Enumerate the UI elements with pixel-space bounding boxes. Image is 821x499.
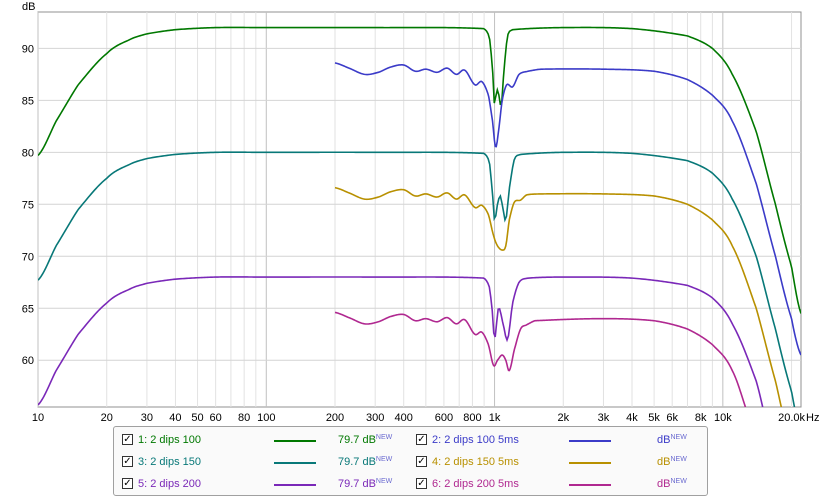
frequency-response-chart: 60 65 70 75 80 85 90 10 20 30 40 50 60 80 100 200 300 400… bbox=[22, 1, 820, 424]
series-curves bbox=[38, 26, 801, 407]
series-2-value: dBNEW bbox=[657, 434, 687, 446]
series-4-line bbox=[334, 186, 783, 407]
legend-panel: ✓ 1: 2 dips 100 79.7 dBNEW ✓ 2: 2 dips 1… bbox=[113, 426, 708, 496]
x-axis-unit: Hz bbox=[806, 412, 819, 424]
tick-labels: 60 65 70 75 80 85 90 10 20 30 40 50 60 80 100 200 300 400… bbox=[22, 43, 806, 424]
series-4-swatch bbox=[569, 462, 611, 464]
x-tick-label: 1k bbox=[489, 412, 501, 424]
y-axis-label: dB bbox=[22, 1, 35, 13]
x-tick-label: 60 bbox=[210, 412, 222, 424]
new-badge: NEW bbox=[670, 456, 687, 463]
series-2-checkbox[interactable]: ✓ bbox=[416, 434, 427, 445]
y-tick-label: 65 bbox=[22, 303, 34, 315]
series-6-swatch bbox=[569, 484, 611, 486]
series-3-label: 3: 2 dips 150 bbox=[138, 456, 201, 468]
new-badge: NEW bbox=[670, 478, 687, 485]
series-2-line bbox=[334, 62, 801, 356]
series-1-line bbox=[38, 26, 801, 314]
plot-area bbox=[37, 11, 802, 408]
x-tick-label: 20.0k bbox=[778, 412, 805, 424]
x-tick-label: 2k bbox=[557, 412, 569, 424]
x-tick-label: 50 bbox=[191, 412, 203, 424]
new-badge: NEW bbox=[375, 456, 393, 463]
y-tick-label: 80 bbox=[22, 147, 34, 159]
new-badge: NEW bbox=[375, 434, 393, 441]
series-2-swatch bbox=[569, 440, 611, 442]
series-1-value: 79.7 dBNEW bbox=[338, 434, 393, 446]
x-tick-label: 100 bbox=[257, 412, 275, 424]
series-4-checkbox[interactable]: ✓ bbox=[416, 456, 427, 467]
series-5-label: 5: 2 dips 200 bbox=[138, 478, 201, 490]
x-tick-label: 800 bbox=[463, 412, 481, 424]
series-1-checkbox[interactable]: ✓ bbox=[122, 434, 133, 445]
series-1-label: 1: 2 dips 100 bbox=[138, 434, 201, 446]
series-6-value: dBNEW bbox=[657, 478, 687, 490]
x-tick-label: 10k bbox=[714, 412, 732, 424]
series-5-swatch bbox=[274, 484, 316, 486]
x-tick-label: 400 bbox=[395, 412, 413, 424]
x-tick-label: 600 bbox=[435, 412, 453, 424]
y-tick-label: 60 bbox=[22, 355, 34, 367]
new-badge: NEW bbox=[670, 434, 687, 441]
y-tick-label: 75 bbox=[22, 199, 34, 211]
series-4-label: 4: 2 dips 150 5ms bbox=[432, 456, 519, 468]
series-5-line bbox=[38, 276, 764, 407]
x-tick-label: 40 bbox=[169, 412, 181, 424]
x-tick-label: 30 bbox=[141, 412, 153, 424]
new-badge: NEW bbox=[375, 478, 393, 485]
series-6-label: 6: 2 dips 200 5ms bbox=[432, 478, 519, 490]
x-tick-label: 8k bbox=[695, 412, 707, 424]
x-tick-label: 80 bbox=[238, 412, 250, 424]
x-tick-label: 3k bbox=[598, 412, 610, 424]
x-tick-label: 20 bbox=[101, 412, 113, 424]
legend-row: ✓ 1: 2 dips 100 79.7 dBNEW ✓ 2: 2 dips 1… bbox=[114, 431, 707, 452]
series-3-line bbox=[38, 151, 796, 407]
series-4-value: dBNEW bbox=[657, 456, 687, 468]
series-3-swatch bbox=[274, 462, 316, 464]
legend-row: ✓ 3: 2 dips 150 79.7 dBNEW ✓ 4: 2 dips 1… bbox=[114, 453, 707, 474]
series-2-label: 2: 2 dips 100 5ms bbox=[432, 434, 519, 446]
x-tick-label: 5k bbox=[648, 412, 660, 424]
y-tick-label: 70 bbox=[22, 251, 34, 263]
x-tick-label: 10 bbox=[32, 412, 44, 424]
series-6-checkbox[interactable]: ✓ bbox=[416, 478, 427, 489]
series-6-line bbox=[334, 311, 747, 407]
series-5-value: 79.7 dBNEW bbox=[338, 478, 393, 490]
series-3-checkbox[interactable]: ✓ bbox=[122, 456, 133, 467]
x-tick-label: 200 bbox=[326, 412, 344, 424]
x-tick-label: 6k bbox=[666, 412, 678, 424]
series-5-checkbox[interactable]: ✓ bbox=[122, 478, 133, 489]
y-tick-label: 85 bbox=[22, 95, 34, 107]
y-tick-label: 90 bbox=[22, 43, 34, 55]
x-tick-label: 4k bbox=[626, 412, 638, 424]
legend-row: ✓ 5: 2 dips 200 79.7 dBNEW ✓ 6: 2 dips 2… bbox=[114, 475, 707, 496]
series-1-swatch bbox=[274, 440, 316, 442]
series-3-value: 79.7 dBNEW bbox=[338, 456, 393, 468]
x-tick-label: 300 bbox=[366, 412, 384, 424]
